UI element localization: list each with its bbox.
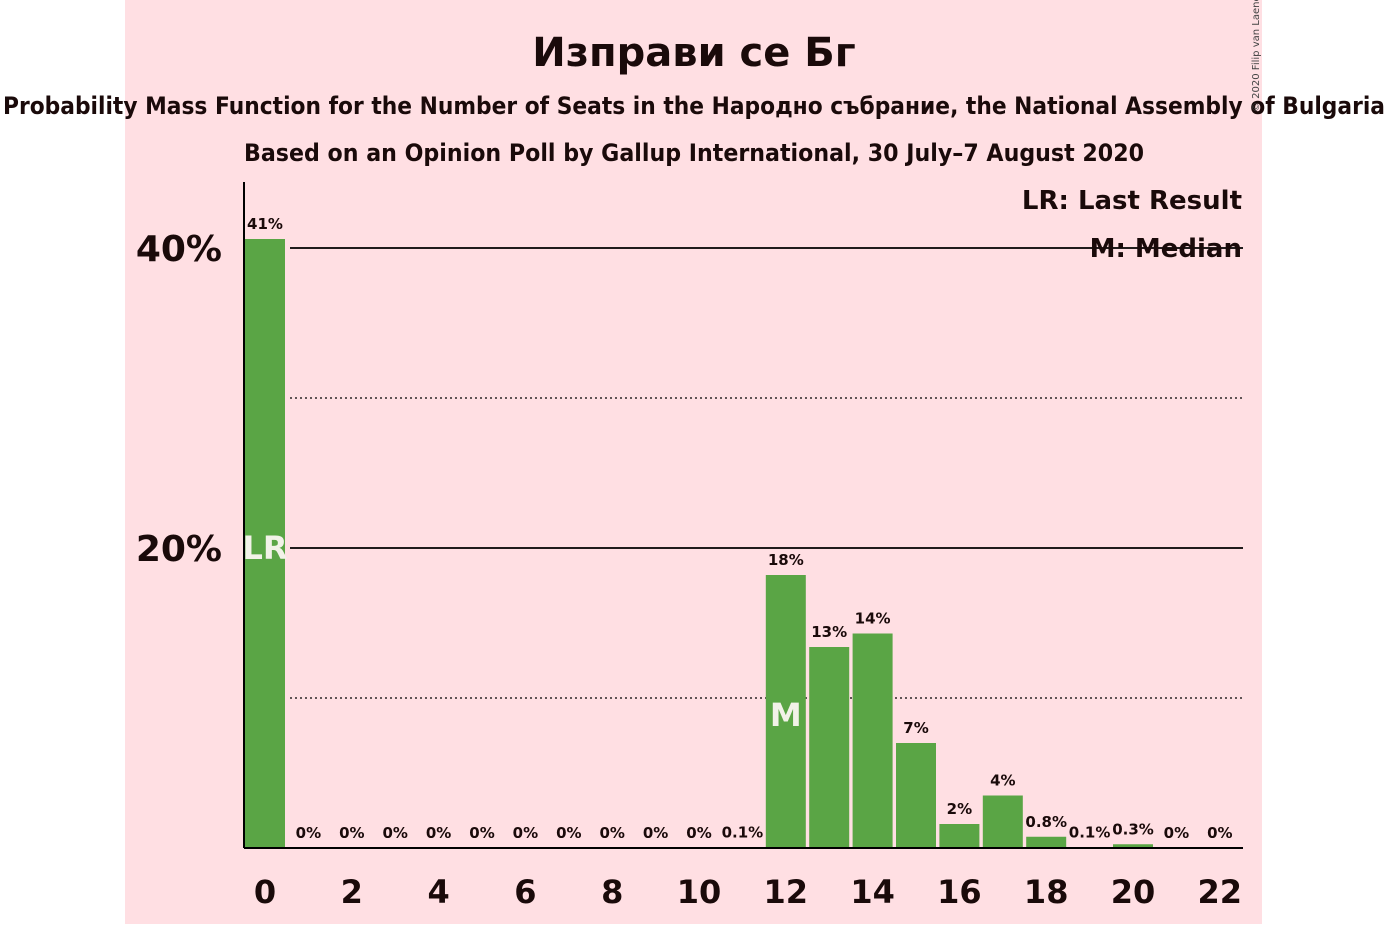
axes [243,182,1243,849]
data-label-seat-7: 0% [556,824,581,842]
data-label-seat-15: 7% [903,719,928,737]
data-label-seat-9: 0% [643,824,668,842]
data-label-seat-6: 0% [513,824,538,842]
x-tick-label-6: 6 [514,873,536,911]
bar-seat-18 [1026,836,1067,848]
data-label-seat-12: 18% [768,551,804,569]
data-label-seat-20: 0.3% [1112,820,1154,838]
y-tick-label-20: 20% [136,529,222,570]
bar-seat-0 [245,239,285,848]
copyright-notice: © 2020 Filip van Laenen [1251,0,1262,112]
data-label-seat-4: 0% [426,824,451,842]
data-label-seat-13: 13% [811,623,847,641]
data-label-seat-10: 0% [686,824,711,842]
bar-seat-17 [982,795,1023,848]
data-label-seat-17: 4% [990,772,1015,790]
x-tick-label-20: 20 [1111,873,1156,911]
bar-seat-14 [852,633,893,848]
data-labels: 41% 0% 0% 0% 0% 0% 0% 0% 0% 0% 0% 0.1% 18% 13% 14% 7% 2%… [247,215,1232,842]
chart-background-band [125,0,1262,924]
last-result-marker: LR [242,529,287,567]
median-marker: M [770,696,802,734]
x-tick-label-0: 0 [254,873,276,911]
data-label-seat-0: 41% [247,215,283,233]
chart-source-line: Based on an Opinion Poll by Gallup Inter… [244,139,1144,167]
x-tick-label-18: 18 [1024,873,1069,911]
bar-seat-16 [939,824,980,848]
x-tick-label-4: 4 [427,873,449,911]
data-label-seat-8: 0% [599,824,624,842]
data-label-seat-14: 14% [855,610,891,628]
x-tick-label-12: 12 [764,873,809,911]
chart-title: Изправи се Бг [532,30,855,76]
data-label-seat-22: 0% [1207,824,1232,842]
bars: LR M [242,239,1153,848]
data-label-seat-1: 0% [296,824,321,842]
data-label-seat-16: 2% [947,800,972,818]
bar-seat-12 [765,575,806,848]
x-tick-label-2: 2 [341,873,363,911]
legend-last-result: LR: Last Result [1022,186,1242,216]
bar-seat-20 [1113,844,1153,848]
x-tick-labels: 0 2 4 6 8 10 12 14 16 18 20 22 [254,873,1242,911]
data-label-seat-18: 0.8% [1025,813,1067,831]
data-label-seat-19: 0.1% [1069,823,1111,841]
y-tick-label-40: 40% [136,229,222,270]
legend-median: M: Median [1090,234,1242,264]
bar-seat-15 [896,743,936,848]
chart-subtitle: Probability Mass Function for the Number… [3,92,1385,120]
x-tick-label-14: 14 [850,873,895,911]
data-label-seat-2: 0% [339,824,364,842]
data-label-seat-11: 0.1% [722,823,764,841]
y-tick-labels: 20% 40% [136,229,222,570]
data-label-seat-3: 0% [382,824,407,842]
data-label-seat-21: 0% [1164,824,1189,842]
data-label-seat-5: 0% [469,824,494,842]
x-tick-label-22: 22 [1198,873,1243,911]
x-tick-label-8: 8 [601,873,623,911]
x-tick-label-16: 16 [937,873,982,911]
x-tick-label-10: 10 [677,873,722,911]
bar-seat-13 [809,647,850,848]
